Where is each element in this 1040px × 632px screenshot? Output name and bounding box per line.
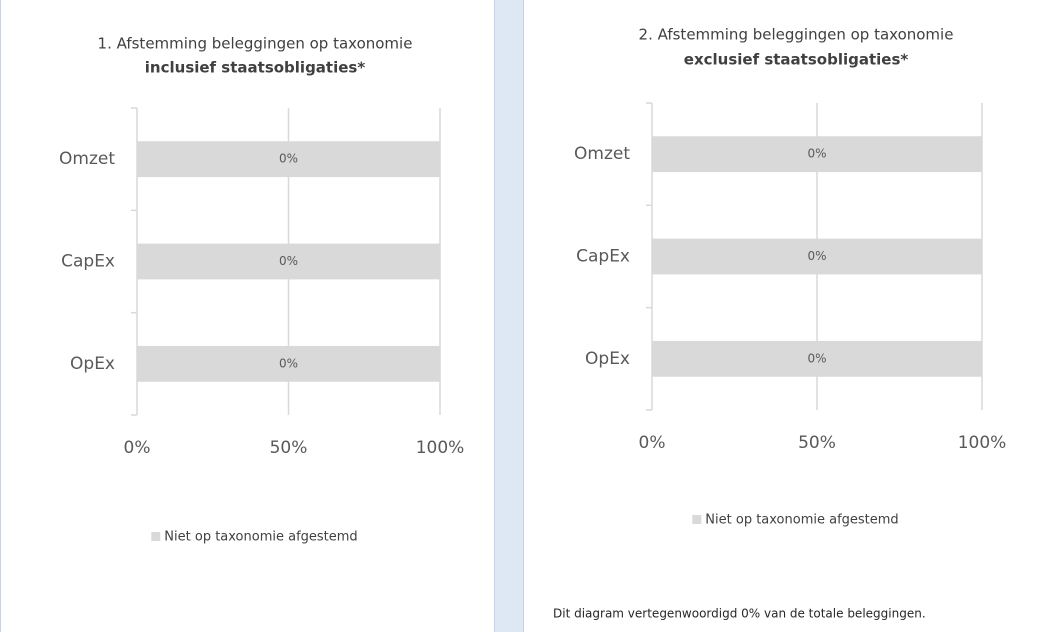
chart-subtitle: exclusief staatsobligaties* xyxy=(684,51,909,69)
data-label: 0% xyxy=(807,351,826,365)
category-label: OpEx xyxy=(585,349,630,369)
legend-swatch xyxy=(692,515,702,524)
x-tick-label: 0% xyxy=(124,438,151,458)
data-label: 0% xyxy=(807,147,826,161)
category-label: OpEx xyxy=(70,354,115,374)
x-tick-label: 0% xyxy=(639,433,666,453)
data-label: 0% xyxy=(279,254,298,268)
category-label: CapEx xyxy=(61,252,115,272)
panel xyxy=(0,0,495,632)
x-tick-label: 100% xyxy=(416,438,465,458)
category-label: CapEx xyxy=(576,247,630,267)
legend-swatch xyxy=(151,532,161,541)
data-label: 0% xyxy=(279,356,298,370)
bar xyxy=(137,345,440,382)
bar xyxy=(652,340,982,377)
chart-subtitle: inclusief staatsobligaties* xyxy=(145,59,366,77)
panel xyxy=(523,0,1040,632)
data-label: 0% xyxy=(279,152,298,166)
legend-label: Niet op taxonomie afgestemd xyxy=(164,530,357,545)
chart-title: 2. Afstemming beleggingen op taxonomie xyxy=(639,26,954,44)
data-label: 0% xyxy=(807,249,826,263)
category-label: Omzet xyxy=(59,149,115,169)
category-label: Omzet xyxy=(574,144,630,164)
note: Dit diagram vertegenwoordigd 0% van de t… xyxy=(553,607,926,621)
legend-label: Niet op taxonomie afgestemd xyxy=(705,513,898,528)
chart-title: 1. Afstemming beleggingen op taxonomie xyxy=(98,35,413,53)
x-tick-label: 100% xyxy=(958,433,1007,453)
bar xyxy=(137,141,440,178)
bar xyxy=(137,243,440,280)
bar xyxy=(652,238,982,275)
x-tick-label: 50% xyxy=(798,433,836,453)
x-tick-label: 50% xyxy=(270,438,308,458)
bar xyxy=(652,136,982,173)
